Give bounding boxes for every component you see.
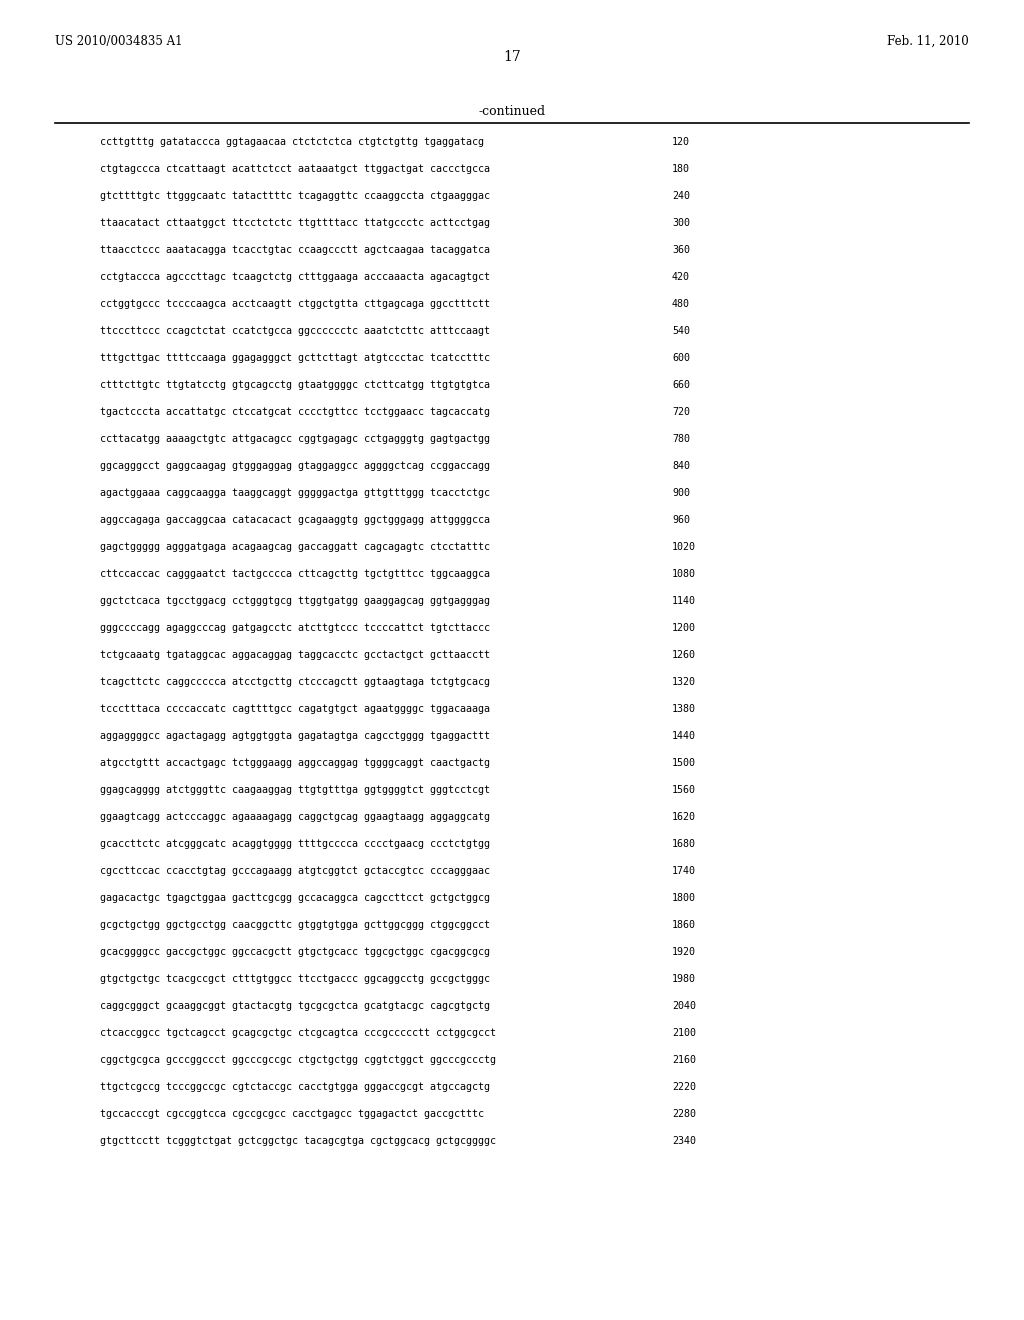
Text: 1560: 1560 (672, 785, 696, 795)
Text: gtcttttgtc ttgggcaatc tatacttttc tcagaggttc ccaaggccta ctgaagggac: gtcttttgtc ttgggcaatc tatacttttc tcagagg… (100, 191, 490, 201)
Text: ggcagggcct gaggcaagag gtgggaggag gtaggaggcc aggggctcag ccggaccagg: ggcagggcct gaggcaagag gtgggaggag gtaggag… (100, 461, 490, 471)
Text: tttgcttgac ttttccaaga ggagagggct gcttcttagt atgtccctac tcatcctttc: tttgcttgac ttttccaaga ggagagggct gcttctt… (100, 352, 490, 363)
Text: gagacactgc tgagctggaa gacttcgcgg gccacaggca cagccttcct gctgctggcg: gagacactgc tgagctggaa gacttcgcgg gccacag… (100, 894, 490, 903)
Text: ggaagtcagg actcccaggc agaaaagagg caggctgcag ggaagtaagg aggaggcatg: ggaagtcagg actcccaggc agaaaagagg caggctg… (100, 812, 490, 822)
Text: 300: 300 (672, 218, 690, 228)
Text: gtgctgctgc tcacgccgct ctttgtggcc ttcctgaccc ggcaggcctg gccgctgggc: gtgctgctgc tcacgccgct ctttgtggcc ttcctga… (100, 974, 490, 983)
Text: cggctgcgca gcccggccct ggcccgccgc ctgctgctgg cggtctggct ggcccgccctg: cggctgcgca gcccggccct ggcccgccgc ctgctgc… (100, 1055, 496, 1065)
Text: 1200: 1200 (672, 623, 696, 634)
Text: gcgctgctgg ggctgcctgg caacggcttc gtggtgtgga gcttggcggg ctggcggcct: gcgctgctgg ggctgcctgg caacggcttc gtggtgt… (100, 920, 490, 931)
Text: ctgtagccca ctcattaagt acattctcct aataaatgct ttggactgat caccctgcca: ctgtagccca ctcattaagt acattctcct aataaat… (100, 164, 490, 174)
Text: 1440: 1440 (672, 731, 696, 741)
Text: 2100: 2100 (672, 1028, 696, 1038)
Text: agactggaaa caggcaagga taaggcaggt gggggactga gttgtttggg tcacctctgc: agactggaaa caggcaagga taaggcaggt gggggac… (100, 488, 490, 498)
Text: 17: 17 (503, 50, 521, 63)
Text: 420: 420 (672, 272, 690, 282)
Text: caggcgggct gcaaggcggt gtactacgtg tgcgcgctca gcatgtacgc cagcgtgctg: caggcgggct gcaaggcggt gtactacgtg tgcgcgc… (100, 1001, 490, 1011)
Text: 180: 180 (672, 164, 690, 174)
Text: 360: 360 (672, 246, 690, 255)
Text: ctcaccggcc tgctcagcct gcagcgctgc ctcgcagtca cccgccccctt cctggcgcct: ctcaccggcc tgctcagcct gcagcgctgc ctcgcag… (100, 1028, 496, 1038)
Text: atgcctgttt accactgagc tctgggaagg aggccaggag tggggcaggt caactgactg: atgcctgttt accactgagc tctgggaagg aggccag… (100, 758, 490, 768)
Text: 720: 720 (672, 407, 690, 417)
Text: 600: 600 (672, 352, 690, 363)
Text: 1140: 1140 (672, 597, 696, 606)
Text: cctggtgccc tccccaagca acctcaagtt ctggctgtta cttgagcaga ggcctttctt: cctggtgccc tccccaagca acctcaagtt ctggctg… (100, 300, 490, 309)
Text: 1020: 1020 (672, 543, 696, 552)
Text: tctgcaaatg tgataggcac aggacaggag taggcacctc gcctactgct gcttaacctt: tctgcaaatg tgataggcac aggacaggag taggcac… (100, 649, 490, 660)
Text: 1740: 1740 (672, 866, 696, 876)
Text: cttccaccac cagggaatct tactgcccca cttcagcttg tgctgtttcc tggcaaggca: cttccaccac cagggaatct tactgcccca cttcagc… (100, 569, 490, 579)
Text: ttaacctccc aaatacagga tcacctgtac ccaagccctt agctcaagaa tacaggatca: ttaacctccc aaatacagga tcacctgtac ccaagcc… (100, 246, 490, 255)
Text: 1260: 1260 (672, 649, 696, 660)
Text: ggctctcaca tgcctggacg cctgggtgcg ttggtgatgg gaaggagcag ggtgagggag: ggctctcaca tgcctggacg cctgggtgcg ttggtga… (100, 597, 490, 606)
Text: 660: 660 (672, 380, 690, 389)
Text: 2040: 2040 (672, 1001, 696, 1011)
Text: 1500: 1500 (672, 758, 696, 768)
Text: 1680: 1680 (672, 840, 696, 849)
Text: 1920: 1920 (672, 946, 696, 957)
Text: ccttacatgg aaaagctgtc attgacagcc cggtgagagc cctgagggtg gagtgactgg: ccttacatgg aaaagctgtc attgacagcc cggtgag… (100, 434, 490, 444)
Text: gcacggggcc gaccgctggc ggccacgctt gtgctgcacc tggcgctggc cgacggcgcg: gcacggggcc gaccgctggc ggccacgctt gtgctgc… (100, 946, 490, 957)
Text: 2220: 2220 (672, 1082, 696, 1092)
Text: 1320: 1320 (672, 677, 696, 686)
Text: 1860: 1860 (672, 920, 696, 931)
Text: ccttgtttg gatataccca ggtagaacaa ctctctctca ctgtctgttg tgaggatacg: ccttgtttg gatataccca ggtagaacaa ctctctct… (100, 137, 484, 147)
Text: cctgtaccca agcccttagc tcaagctctg ctttggaaga acccaaacta agacagtgct: cctgtaccca agcccttagc tcaagctctg ctttgga… (100, 272, 490, 282)
Text: 480: 480 (672, 300, 690, 309)
Text: tgactcccta accattatgc ctccatgcat cccctgttcc tcctggaacc tagcaccatg: tgactcccta accattatgc ctccatgcat cccctgt… (100, 407, 490, 417)
Text: tcagcttctc caggccccca atcctgcttg ctcccagctt ggtaagtaga tctgtgcacg: tcagcttctc caggccccca atcctgcttg ctcccag… (100, 677, 490, 686)
Text: ctttcttgtc ttgtatcctg gtgcagcctg gtaatggggc ctcttcatgg ttgtgtgtca: ctttcttgtc ttgtatcctg gtgcagcctg gtaatgg… (100, 380, 490, 389)
Text: gggccccagg agaggcccag gatgagcctc atcttgtccc tccccattct tgtcttaccc: gggccccagg agaggcccag gatgagcctc atcttgt… (100, 623, 490, 634)
Text: tgccacccgt cgccggtcca cgccgcgcc cacctgagcc tggagactct gaccgctttc: tgccacccgt cgccggtcca cgccgcgcc cacctgag… (100, 1109, 484, 1119)
Text: ggagcagggg atctgggttc caagaaggag ttgtgtttga ggtggggtct gggtcctcgt: ggagcagggg atctgggttc caagaaggag ttgtgtt… (100, 785, 490, 795)
Text: 2340: 2340 (672, 1137, 696, 1146)
Text: aggaggggcc agactagagg agtggtggta gagatagtga cagcctgggg tgaggacttt: aggaggggcc agactagagg agtggtggta gagatag… (100, 731, 490, 741)
Text: 840: 840 (672, 461, 690, 471)
Text: 1380: 1380 (672, 704, 696, 714)
Text: 1800: 1800 (672, 894, 696, 903)
Text: ttcccttccc ccagctctat ccatctgcca ggcccccctc aaatctcttc atttccaagt: ttcccttccc ccagctctat ccatctgcca ggccccc… (100, 326, 490, 337)
Text: ttaacatact cttaatggct ttcctctctc ttgttttacc ttatgccctc acttcctgag: ttaacatact cttaatggct ttcctctctc ttgtttt… (100, 218, 490, 228)
Text: 120: 120 (672, 137, 690, 147)
Text: 2160: 2160 (672, 1055, 696, 1065)
Text: 1980: 1980 (672, 974, 696, 983)
Text: 1080: 1080 (672, 569, 696, 579)
Text: gcaccttctc atcgggcatc acaggtgggg ttttgcccca cccctgaacg ccctctgtgg: gcaccttctc atcgggcatc acaggtgggg ttttgcc… (100, 840, 490, 849)
Text: 540: 540 (672, 326, 690, 337)
Text: aggccagaga gaccaggcaa catacacact gcagaaggtg ggctgggagg attggggcca: aggccagaga gaccaggcaa catacacact gcagaag… (100, 515, 490, 525)
Text: -continued: -continued (478, 106, 546, 117)
Text: 900: 900 (672, 488, 690, 498)
Text: 960: 960 (672, 515, 690, 525)
Text: tccctttaca ccccaccatc cagttttgcc cagatgtgct agaatggggc tggacaaaga: tccctttaca ccccaccatc cagttttgcc cagatgt… (100, 704, 490, 714)
Text: 2280: 2280 (672, 1109, 696, 1119)
Text: gtgcttcctt tcgggtctgat gctcggctgc tacagcgtga cgctggcacg gctgcggggc: gtgcttcctt tcgggtctgat gctcggctgc tacagc… (100, 1137, 496, 1146)
Text: 1620: 1620 (672, 812, 696, 822)
Text: 240: 240 (672, 191, 690, 201)
Text: cgccttccac ccacctgtag gcccagaagg atgtcggtct gctaccgtcc cccagggaac: cgccttccac ccacctgtag gcccagaagg atgtcgg… (100, 866, 490, 876)
Text: Feb. 11, 2010: Feb. 11, 2010 (887, 36, 969, 48)
Text: gagctggggg agggatgaga acagaagcag gaccaggatt cagcagagtc ctcctatttc: gagctggggg agggatgaga acagaagcag gaccagg… (100, 543, 490, 552)
Text: US 2010/0034835 A1: US 2010/0034835 A1 (55, 36, 182, 48)
Text: ttgctcgccg tcccggccgc cgtctaccgc cacctgtgga gggaccgcgt atgccagctg: ttgctcgccg tcccggccgc cgtctaccgc cacctgt… (100, 1082, 490, 1092)
Text: 780: 780 (672, 434, 690, 444)
